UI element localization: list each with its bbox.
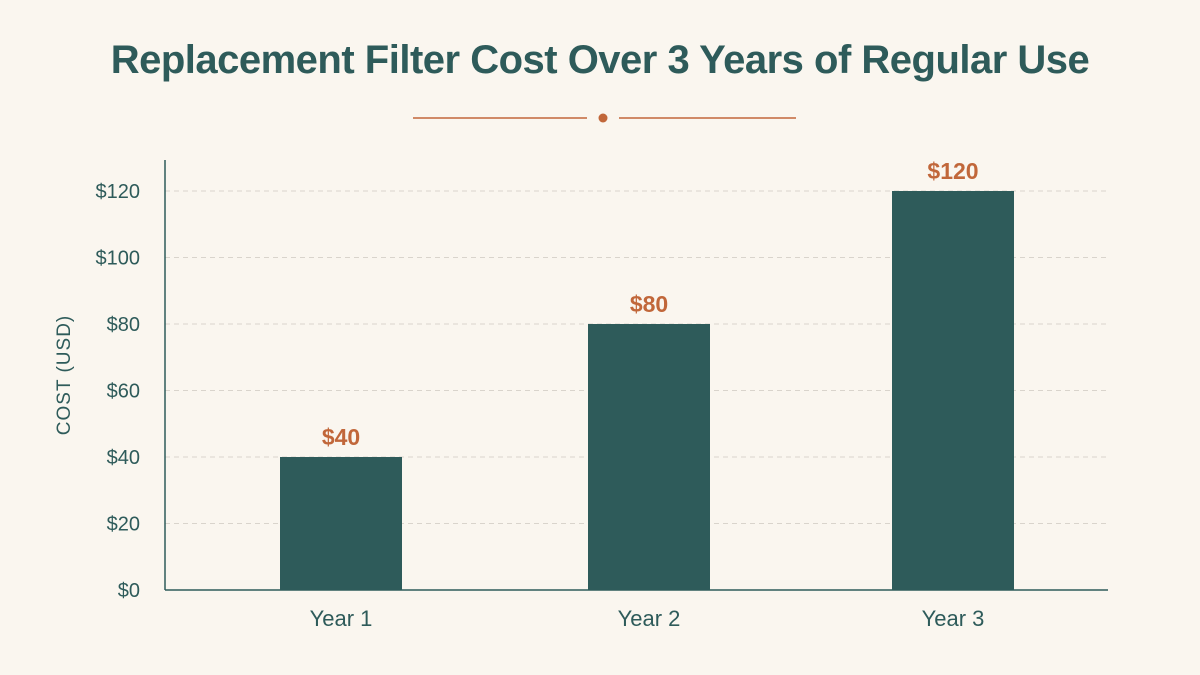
y-tick-label: $0 (118, 580, 140, 602)
bar-value-label: $80 (630, 291, 668, 317)
bar-value-label: $40 (322, 424, 360, 450)
bar (588, 324, 710, 590)
y-tick-label: $20 (107, 514, 140, 536)
bar-value-label: $120 (927, 158, 978, 184)
y-tick-label: $100 (96, 248, 141, 270)
title-divider (413, 113, 796, 123)
y-tick-label: $60 (107, 381, 140, 403)
x-tick-label: Year 3 (922, 606, 985, 631)
bar (280, 457, 402, 590)
y-tick-label: $40 (107, 447, 140, 469)
x-tick-label: Year 2 (618, 606, 681, 631)
y-axis-title: COST (USD) (54, 315, 75, 435)
y-tick-label: $80 (107, 314, 140, 336)
divider-dot (598, 113, 608, 123)
x-tick-label: Year 1 (310, 606, 373, 631)
y-tick-label: $120 (96, 181, 141, 203)
chart-title: Replacement Filter Cost Over 3 Years of … (110, 38, 1090, 82)
bar (892, 191, 1014, 590)
